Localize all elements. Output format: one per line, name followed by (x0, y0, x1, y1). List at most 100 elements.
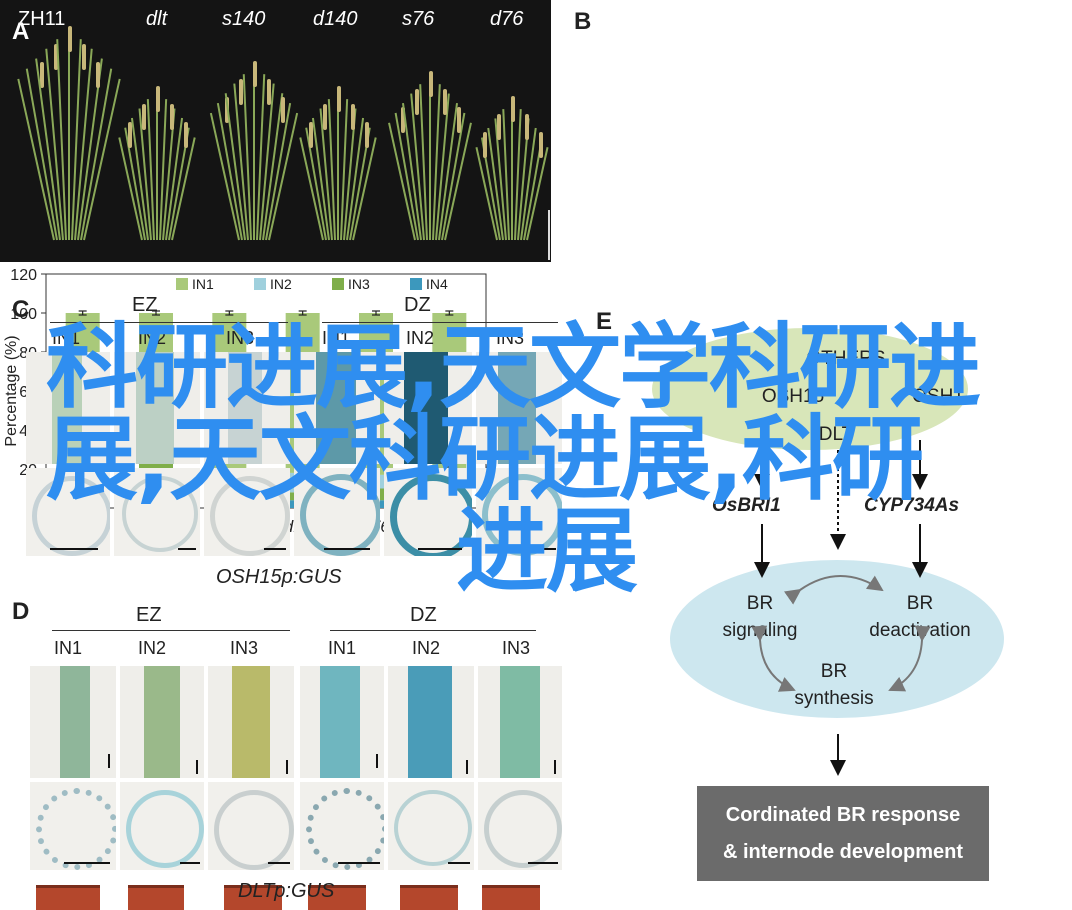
panicle (253, 61, 257, 87)
br-synthesis: BR synthesis (794, 661, 874, 709)
legend-label: IN1 (192, 276, 214, 292)
cross-section-image (294, 468, 380, 556)
stalk-image (388, 666, 474, 778)
legend-swatch (254, 278, 266, 290)
panicle (267, 79, 271, 105)
cross-section-image (476, 468, 562, 556)
caption-dltp-gus: DLTp:GUS (238, 880, 335, 902)
panicle (82, 44, 86, 70)
group-bracket (52, 630, 290, 631)
y-axis-label: Percentage (%) (3, 335, 20, 446)
panicle (497, 114, 501, 140)
column-label: IN1 (322, 328, 351, 348)
group-label-dz: DZ (410, 604, 437, 626)
panicle (511, 96, 515, 122)
cross-section-image (384, 468, 472, 556)
group-label-dz: DZ (404, 294, 431, 316)
panicle (170, 104, 174, 130)
column-label: IN2 (138, 328, 167, 348)
stalk-image (384, 352, 472, 464)
panicle (54, 44, 58, 70)
column-label: IN2 (138, 638, 167, 658)
group-label-ez: EZ (132, 294, 158, 316)
column-label: IN3 (230, 638, 259, 658)
response-line: & internode development (722, 841, 964, 863)
panicle (483, 132, 487, 158)
plant-stem (253, 65, 255, 240)
plant-stem (156, 90, 158, 240)
group-bracket (322, 322, 558, 323)
group-bracket (50, 322, 288, 323)
panicle (128, 122, 132, 148)
cross-section-image (26, 468, 110, 556)
stalk-image (476, 352, 562, 464)
response-line: Cordinated BR response (725, 804, 961, 826)
panicle (184, 122, 188, 148)
panicle (281, 97, 285, 123)
label-others: OTHERS (806, 348, 886, 369)
line-label-d140: d140 (313, 8, 358, 30)
panicle (68, 26, 72, 52)
pathway-arrows (751, 440, 931, 776)
legend-swatch (410, 278, 422, 290)
cross-section-image (120, 782, 204, 870)
response-box: Cordinated BR response & internode devel… (697, 786, 989, 881)
plant-stem (337, 90, 339, 240)
column-label: IN3 (496, 328, 525, 348)
plant-stem (511, 100, 513, 240)
cross-section-image (204, 468, 290, 556)
panicle (457, 107, 461, 133)
column-label: IN3 (502, 638, 531, 658)
column-label: IN1 (52, 328, 81, 348)
panicle (539, 132, 543, 158)
y-tick-label: 120 (10, 267, 37, 284)
column-label: IN2 (406, 328, 435, 348)
plant-stem (429, 75, 431, 240)
column-label: IN1 (328, 638, 357, 658)
label-osh15: OSH15 (761, 386, 825, 407)
panel-letter-c: C (12, 296, 30, 323)
panicle (239, 79, 243, 105)
panel-letter-a: A (12, 18, 30, 45)
panicle (96, 62, 100, 88)
y-tick-label: 100 (10, 306, 37, 323)
stalk-image (300, 666, 384, 778)
line-label-dlt: dlt (146, 8, 168, 30)
panel-letter-d: D (12, 598, 30, 625)
panicle (323, 104, 327, 130)
group-bracket (330, 630, 536, 631)
panel-a-plant-photo: ZH11 dlt s140 d140 s76 d76 (0, 0, 551, 910)
stalk-image (114, 352, 200, 464)
column-label: IN3 (226, 328, 255, 348)
line-label-zh11: ZH11 (18, 8, 66, 30)
legend-label: IN3 (348, 276, 370, 292)
cross-section-image (300, 782, 384, 870)
panicle (415, 89, 419, 115)
legend-label: IN4 (426, 276, 448, 292)
gene-cyp734as: CYP734As (864, 495, 960, 516)
stalk-image (294, 352, 380, 464)
panicle (365, 122, 369, 148)
panicle (40, 62, 44, 88)
panicle (351, 104, 355, 130)
legend-label: IN2 (270, 276, 292, 292)
line-label-d76: d76 (490, 8, 524, 30)
panicle (309, 122, 313, 148)
caption-osh15p-gus: OSH15p:GUS (216, 566, 342, 588)
stalk-image (120, 666, 204, 778)
panicle (401, 107, 405, 133)
gene-osbri1: OsBRI1 (712, 495, 781, 516)
cross-section-image (114, 468, 200, 556)
stalk-image (30, 666, 116, 778)
panicle (337, 86, 341, 112)
stalk-image (478, 666, 562, 778)
regulator-ellipse (652, 328, 968, 450)
panicle (156, 86, 160, 112)
column-label: IN1 (54, 638, 83, 658)
panicle (429, 71, 433, 97)
stalk-image (208, 666, 294, 778)
cross-section-image (388, 782, 474, 870)
stalk-image (26, 352, 110, 464)
plant-stem (68, 30, 70, 240)
legend-swatch (332, 278, 344, 290)
